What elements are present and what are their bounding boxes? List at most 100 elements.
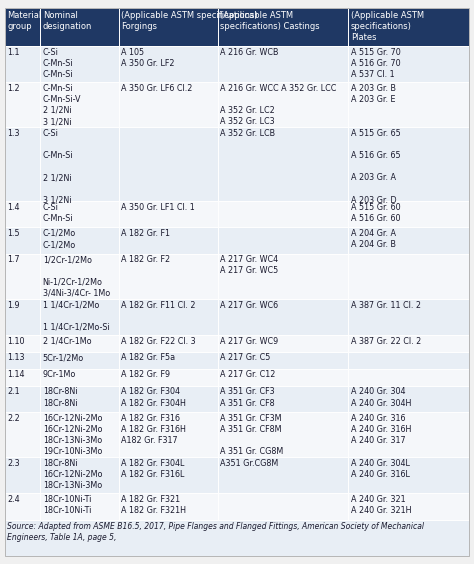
Text: C-Mn-Si
C-Mn-Si-V
2 1/2Ni
3 1/2Ni: C-Mn-Si C-Mn-Si-V 2 1/2Ni 3 1/2Ni	[43, 83, 81, 126]
Text: A 350 Gr. LF6 Cl.2: A 350 Gr. LF6 Cl.2	[121, 83, 192, 92]
Bar	[5, 369, 40, 386]
Text: 1 1/4Cr-1/2Mo

1 1/4Cr-1/2Mo-Si: 1 1/4Cr-1/2Mo 1 1/4Cr-1/2Mo-Si	[43, 301, 109, 332]
Text: 1.10: 1.10	[7, 337, 25, 346]
Text: A 182 Gr. F1: A 182 Gr. F1	[121, 229, 170, 238]
Text: A 204 Gr. A
A 204 Gr. B: A 204 Gr. A A 204 Gr. B	[351, 229, 396, 249]
Bar	[118, 335, 218, 352]
Text: Source: Adapted from ASME B16.5, 2017, Pipe Flanges and Flanged Fittings, Americ: Source: Adapted from ASME B16.5, 2017, P…	[7, 522, 424, 542]
Bar	[118, 412, 218, 457]
Text: 1.13: 1.13	[7, 354, 25, 363]
Text: 2.1: 2.1	[7, 387, 20, 396]
Bar	[218, 412, 348, 457]
Text: A 217 Gr. C12: A 217 Gr. C12	[220, 371, 276, 380]
Bar	[5, 352, 40, 369]
Text: 18Cr-10Ni-Ti
18Cr-10Ni-Ti: 18Cr-10Ni-Ti 18Cr-10Ni-Ti	[43, 495, 91, 515]
Bar	[40, 412, 118, 457]
Bar	[218, 227, 348, 254]
Bar	[348, 254, 469, 299]
Text: C-Si
C-Mn-Si
C-Mn-Si: C-Si C-Mn-Si C-Mn-Si	[43, 48, 73, 79]
Bar	[118, 457, 218, 494]
Text: 5Cr-1/2Mo: 5Cr-1/2Mo	[43, 354, 84, 363]
Bar	[218, 335, 348, 352]
Text: A 240 Gr. 321
A 240 Gr. 321H: A 240 Gr. 321 A 240 Gr. 321H	[351, 495, 411, 515]
Text: A 182 Gr. F304L
A 182 Gr. F316L: A 182 Gr. F304L A 182 Gr. F316L	[121, 459, 184, 479]
Bar	[118, 8, 218, 46]
Text: (Applicable ASTM specifications)
Forgings: (Applicable ASTM specifications) Forging…	[121, 11, 257, 31]
Bar	[5, 127, 40, 201]
Bar	[218, 8, 348, 46]
Text: A 216 Gr. WCB: A 216 Gr. WCB	[220, 48, 279, 57]
Bar	[348, 386, 469, 412]
Bar	[348, 299, 469, 335]
Bar	[5, 457, 40, 494]
Text: A 217 Gr. WC6: A 217 Gr. WC6	[220, 301, 279, 310]
Text: A 351 Gr. CF3
A 351 Gr. CF8: A 351 Gr. CF3 A 351 Gr. CF8	[220, 387, 275, 408]
Bar	[218, 352, 348, 369]
Bar	[40, 352, 118, 369]
Bar	[40, 386, 118, 412]
Bar	[5, 201, 40, 227]
Text: 1.9: 1.9	[7, 301, 20, 310]
Bar	[348, 352, 469, 369]
Bar	[348, 412, 469, 457]
Text: A 217 Gr. WC9: A 217 Gr. WC9	[220, 337, 279, 346]
Text: A 515 Gr. 60
A 516 Gr. 60: A 515 Gr. 60 A 516 Gr. 60	[351, 202, 401, 223]
Bar	[118, 386, 218, 412]
Text: C-1/2Mo
C-1/2Mo: C-1/2Mo C-1/2Mo	[43, 229, 76, 249]
Text: C-Si
C-Mn-Si: C-Si C-Mn-Si	[43, 202, 73, 223]
Bar	[348, 8, 469, 46]
Bar	[40, 299, 118, 335]
Text: 2 1/4Cr-1Mo: 2 1/4Cr-1Mo	[43, 337, 91, 346]
Text: A 182 Gr. F321
A 182 Gr. F321H: A 182 Gr. F321 A 182 Gr. F321H	[121, 495, 186, 515]
Bar	[40, 494, 118, 519]
Text: A 203 Gr. B
A 203 Gr. E: A 203 Gr. B A 203 Gr. E	[351, 83, 396, 104]
Text: 1.14: 1.14	[7, 371, 25, 380]
Bar	[5, 412, 40, 457]
Text: C-Si

C-Mn-Si

2 1/2Ni

3 1/2Ni: C-Si C-Mn-Si 2 1/2Ni 3 1/2Ni	[43, 129, 73, 205]
Text: 1.1: 1.1	[7, 48, 19, 57]
Bar	[118, 352, 218, 369]
Bar	[118, 82, 218, 127]
Text: A 217 Gr. C5: A 217 Gr. C5	[220, 354, 271, 363]
Bar	[118, 369, 218, 386]
Bar	[218, 127, 348, 201]
Bar	[40, 8, 118, 46]
Bar	[118, 254, 218, 299]
Bar	[5, 46, 40, 82]
Text: (Applicable ASTM
specifications) Castings: (Applicable ASTM specifications) Casting…	[220, 11, 320, 31]
Bar	[348, 127, 469, 201]
Text: 1.2: 1.2	[7, 83, 20, 92]
Bar	[348, 335, 469, 352]
Bar	[5, 8, 40, 46]
Bar	[40, 201, 118, 227]
Text: A 182 Gr. F11 Cl. 2: A 182 Gr. F11 Cl. 2	[121, 301, 195, 310]
Bar	[118, 227, 218, 254]
Bar	[5, 335, 40, 352]
Text: 1.4: 1.4	[7, 202, 19, 212]
Text: A 387 Gr. 11 Cl. 2: A 387 Gr. 11 Cl. 2	[351, 301, 421, 310]
Text: (Applicable ASTM
specifications)
Plates: (Applicable ASTM specifications) Plates	[351, 11, 424, 42]
Bar	[118, 299, 218, 335]
Bar	[5, 494, 40, 519]
Text: A 182 Gr. F2: A 182 Gr. F2	[121, 255, 170, 265]
Bar	[118, 127, 218, 201]
Text: A 182 Gr. F22 Cl. 3: A 182 Gr. F22 Cl. 3	[121, 337, 195, 346]
Bar	[40, 46, 118, 82]
Text: 2.3: 2.3	[7, 459, 20, 468]
Text: Nominal
designation: Nominal designation	[43, 11, 92, 31]
Text: 1.3: 1.3	[7, 129, 19, 138]
Bar	[218, 201, 348, 227]
Text: A 182 Gr. F9: A 182 Gr. F9	[121, 371, 170, 380]
Text: 18Cr-8Ni
18Cr-8Ni: 18Cr-8Ni 18Cr-8Ni	[43, 387, 77, 408]
Text: 18Cr-8Ni
16Cr-12Ni-2Mo
18Cr-13Ni-3Mo: 18Cr-8Ni 16Cr-12Ni-2Mo 18Cr-13Ni-3Mo	[43, 459, 102, 490]
Bar	[5, 227, 40, 254]
Bar	[218, 254, 348, 299]
Text: 16Cr-12Ni-2Mo
16Cr-12Ni-2Mo
18Cr-13Ni-3Mo
19Cr-10Ni-3Mo: 16Cr-12Ni-2Mo 16Cr-12Ni-2Mo 18Cr-13Ni-3M…	[43, 414, 102, 456]
Text: 2.2: 2.2	[7, 414, 20, 423]
Text: 9Cr-1Mo: 9Cr-1Mo	[43, 371, 76, 380]
Text: 1.5: 1.5	[7, 229, 20, 238]
Text: 2.4: 2.4	[7, 495, 20, 504]
Bar	[348, 457, 469, 494]
Bar	[218, 369, 348, 386]
Bar	[5, 299, 40, 335]
